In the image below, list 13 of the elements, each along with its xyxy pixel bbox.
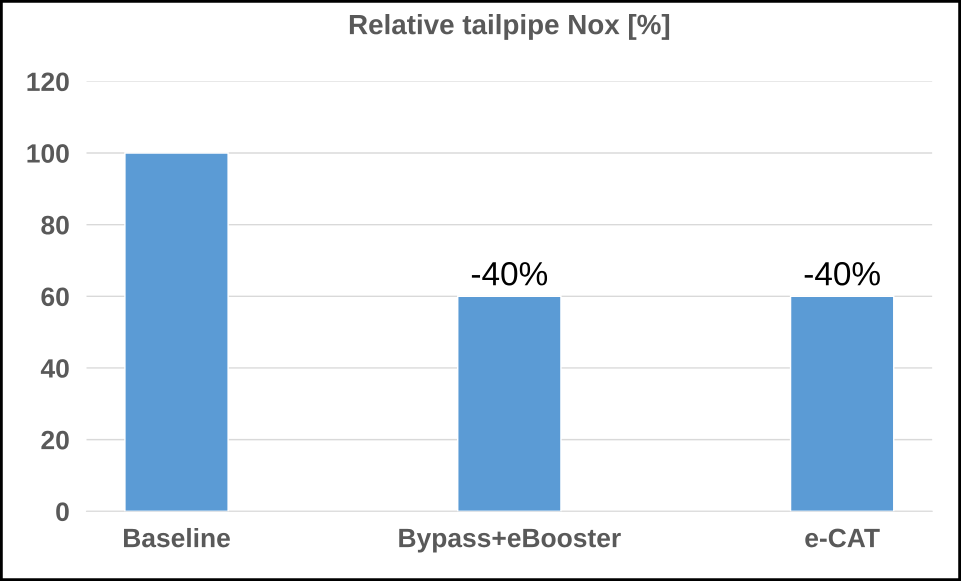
x-tick-label: e-CAT xyxy=(805,528,880,548)
y-tick-label: 40 xyxy=(40,359,69,378)
y-tick-label: 120 xyxy=(27,72,69,92)
chart-title: Relative tailpipe Nox [%] xyxy=(350,14,670,40)
x-tick-label: Baseline xyxy=(124,528,230,548)
y-tick-label: 0 xyxy=(56,502,69,522)
x-tick-label: Bypass+eBooster xyxy=(399,528,621,553)
y-tick-label: 20 xyxy=(41,430,69,450)
annotation: -40% xyxy=(804,262,880,286)
y-tick-label: 80 xyxy=(41,216,69,234)
annotation: -40% xyxy=(472,262,548,286)
y-tick-label: 60 xyxy=(41,287,69,306)
y-tick-label: 100 xyxy=(27,144,69,163)
